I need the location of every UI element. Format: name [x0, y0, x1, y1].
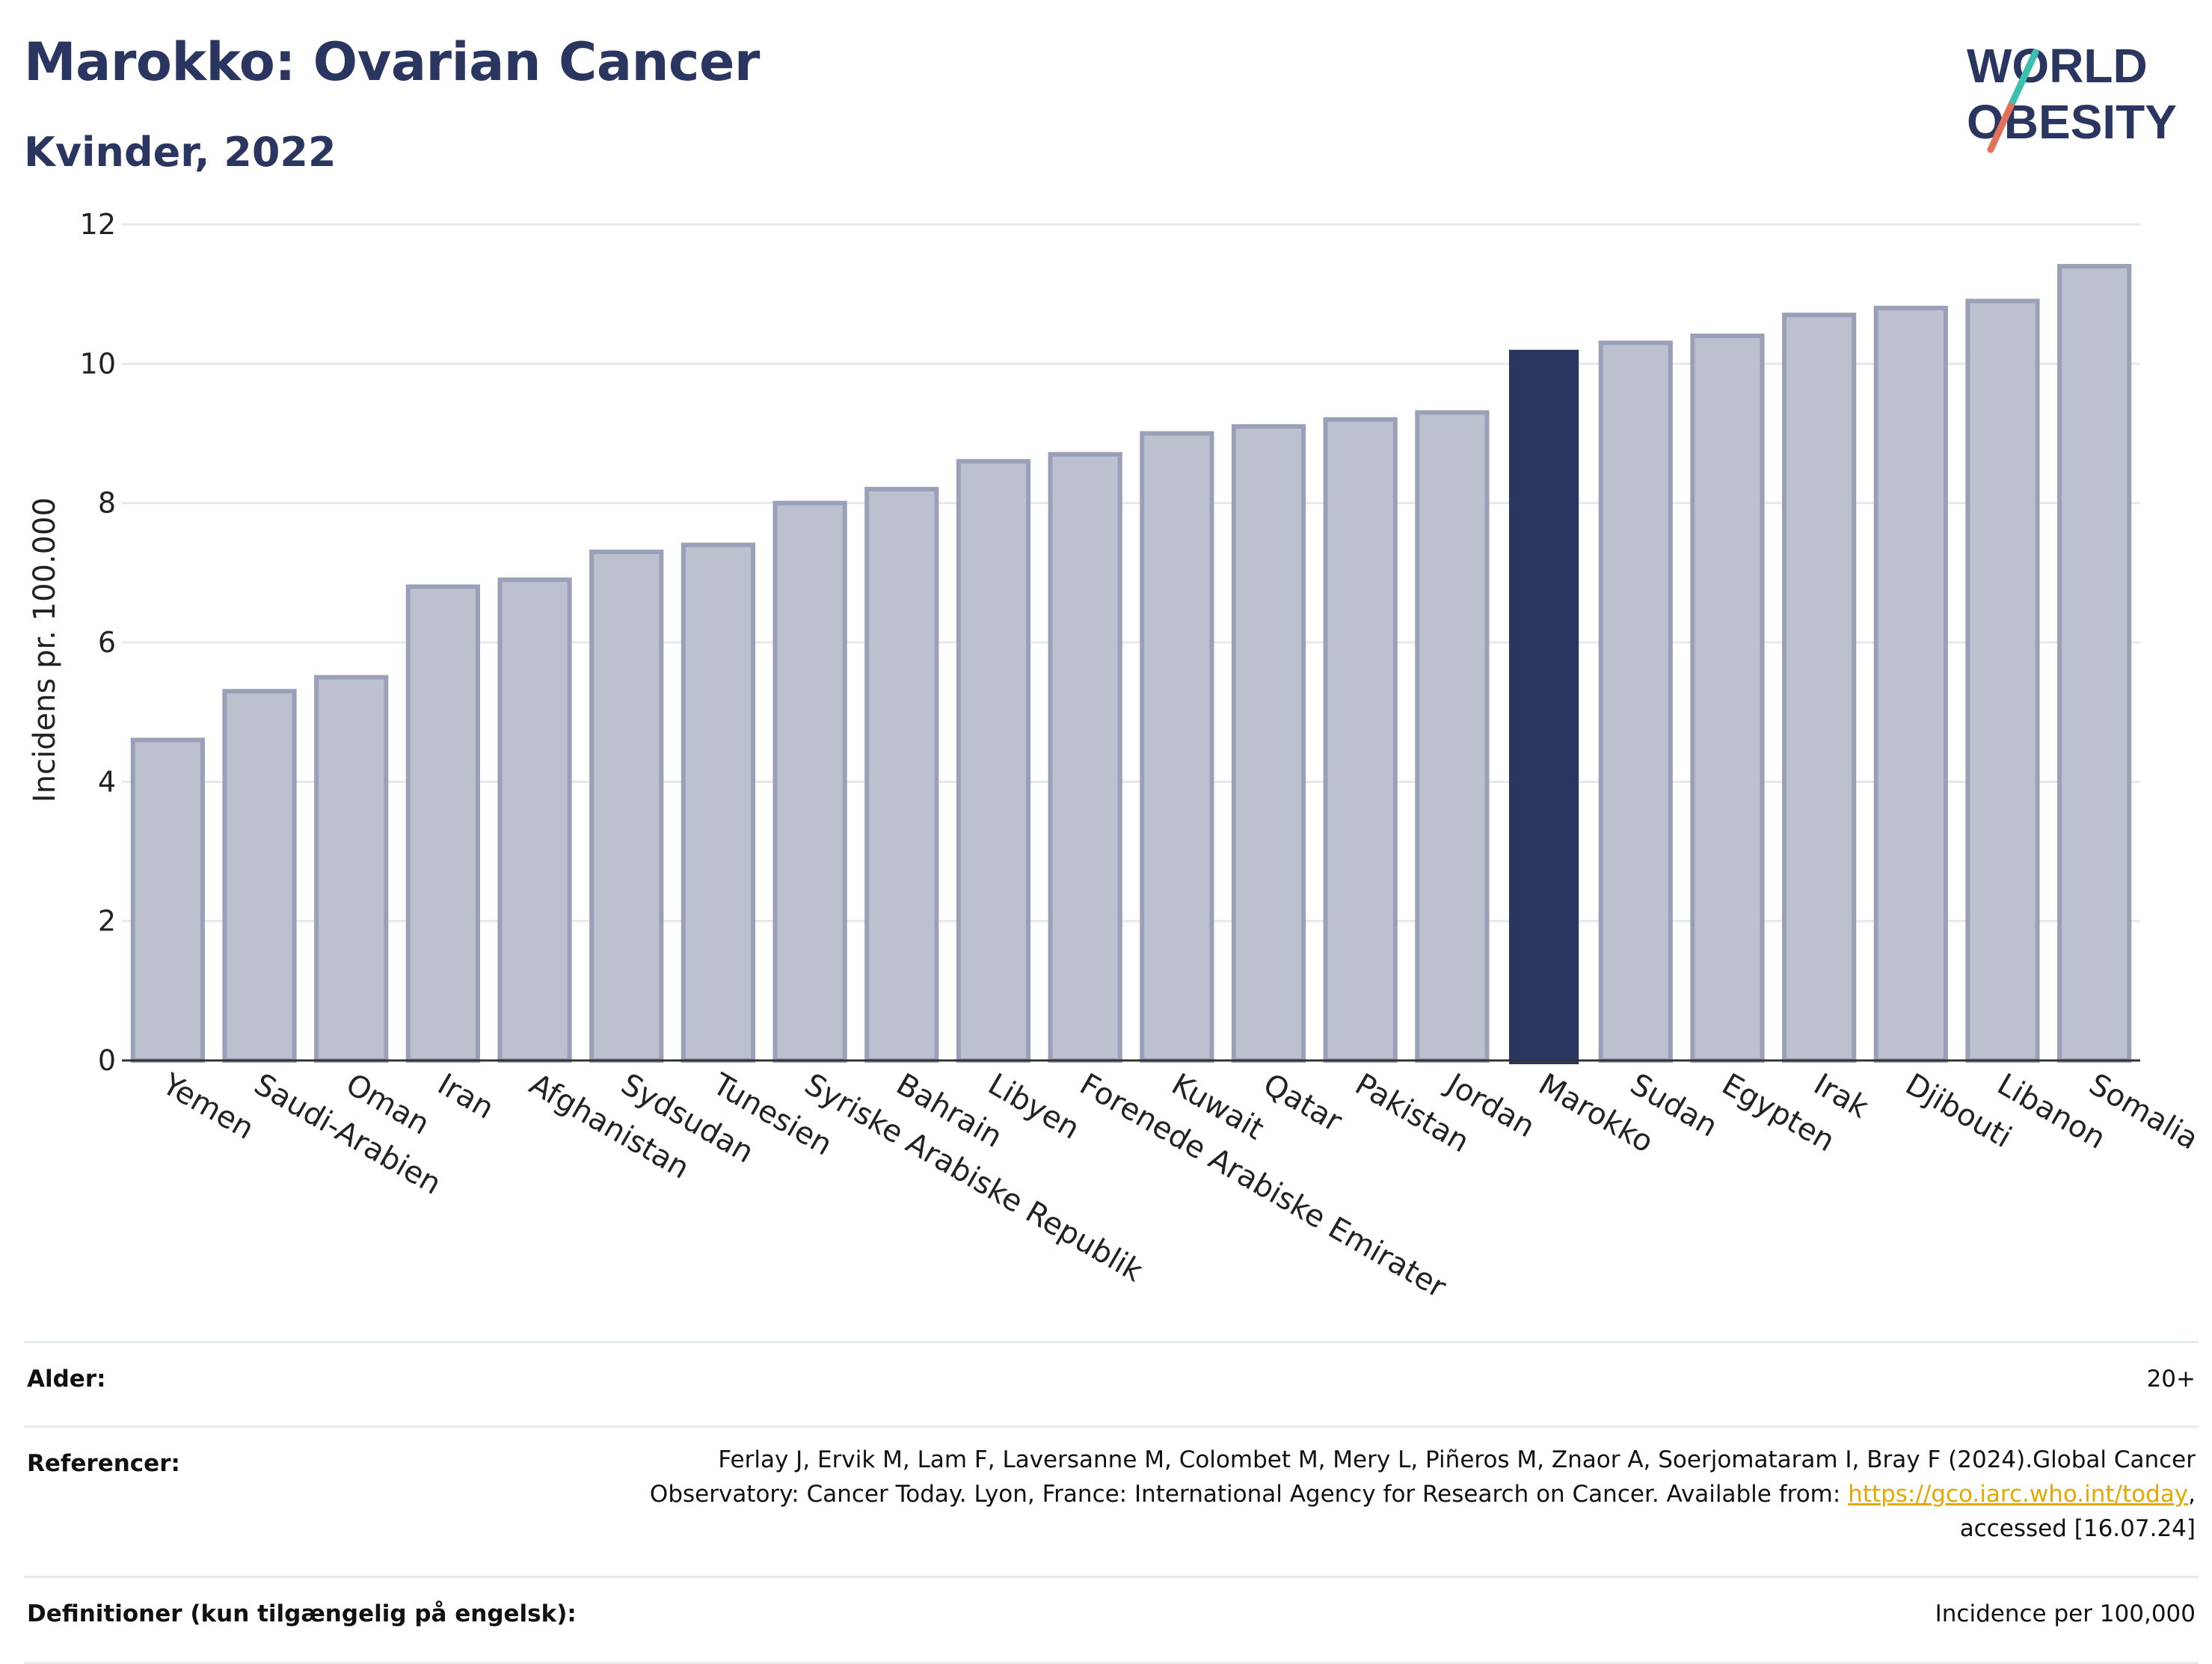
bar-afghanistan: [497, 577, 572, 1063]
bar-libanon: [1965, 298, 2040, 1063]
age-value: 20+: [628, 1341, 2199, 1427]
age-label: Alder:: [24, 1341, 628, 1427]
y-tick-label: 2: [98, 905, 116, 938]
y-axis-ticks: 0 2 4 6 8 10 12: [80, 208, 116, 1077]
bar-sydsudan: [589, 549, 664, 1063]
info-table: Alder: 20+ Referencer: Ferlay J, Ervik M…: [24, 1341, 2199, 1664]
logo-text-line1: WORLD: [1967, 39, 2148, 93]
y-tick-label: 10: [80, 347, 116, 380]
x-tick-label: Iran: [431, 1067, 500, 1126]
y-tick-label: 12: [80, 208, 116, 241]
definitions-label: Definitioner (kun tilgængelig på engelsk…: [24, 1576, 628, 1664]
reference-line-1: Ferlay J, Ervik M, Lam F, Laversanne M, …: [718, 1446, 2196, 1473]
reference-link[interactable]: https://gco.iarc.who.int/today: [1848, 1481, 2189, 1508]
bar-forenede-arabiske-emirater: [1048, 452, 1122, 1063]
bar-tunesien: [681, 542, 756, 1063]
world-obesity-logo: WORLD OBESITY: [1967, 39, 2177, 153]
references-value: Ferlay J, Ervik M, Lam F, Laversanne M, …: [628, 1425, 2199, 1577]
bar-iran: [405, 584, 481, 1063]
bar-irak: [1781, 313, 1857, 1063]
bar-pakistan: [1323, 417, 1398, 1063]
definitions-value: Incidence per 100,000: [628, 1576, 2199, 1664]
logo-slash-red: [1987, 97, 2017, 153]
y-tick-label: 4: [98, 765, 116, 798]
y-tick-label: 6: [98, 626, 116, 659]
y-tick-label: 0: [98, 1044, 116, 1077]
bar-marokko: [1508, 349, 1579, 1064]
bar-sudan: [1598, 340, 1673, 1063]
logo-slash-teal: [2009, 49, 2039, 105]
y-tick-label: 8: [98, 487, 116, 520]
bar-kuwait: [1140, 431, 1214, 1063]
info-row-references: Referencer: Ferlay J, Ervik M, Lam F, La…: [24, 1425, 2199, 1577]
x-tick-label: Djibouti: [1899, 1067, 2017, 1155]
bar-yemen: [130, 737, 205, 1063]
bar-jordan: [1415, 410, 1490, 1063]
bar-bahrain: [864, 487, 939, 1063]
x-tick-label: Qatar: [1258, 1067, 1348, 1139]
bar-libyen: [956, 458, 1031, 1063]
info-row-definitions: Definitioner (kun tilgængelig på engelsk…: [24, 1576, 2199, 1664]
bar-saudi-arabien: [222, 689, 297, 1063]
reference-line-3: accessed [16.07.24]: [1959, 1515, 2196, 1542]
y-axis-label: Incidens pr. 100.000: [28, 497, 62, 802]
bar-oman: [314, 675, 389, 1063]
chart-bars: [130, 263, 2132, 1064]
info-row-age: Alder: 20+: [24, 1341, 2199, 1427]
bar-egypten: [1690, 334, 1765, 1063]
page-title: Marokko: Ovarian Cancer: [24, 31, 760, 93]
bar-syriske-arabiske-republik: [772, 500, 847, 1063]
x-tick-label: Yemen: [156, 1066, 259, 1146]
bar-djibouti: [1873, 305, 1948, 1063]
bar-qatar: [1231, 424, 1306, 1063]
bar-somalia: [2057, 263, 2132, 1063]
reference-line-2: Observatory: Cancer Today. Lyon, France:…: [649, 1481, 1849, 1508]
references-label: Referencer:: [24, 1425, 628, 1577]
page-subtitle: Kvinder, 2022: [24, 129, 337, 176]
reference-line-2-end: ,: [2188, 1481, 2196, 1508]
